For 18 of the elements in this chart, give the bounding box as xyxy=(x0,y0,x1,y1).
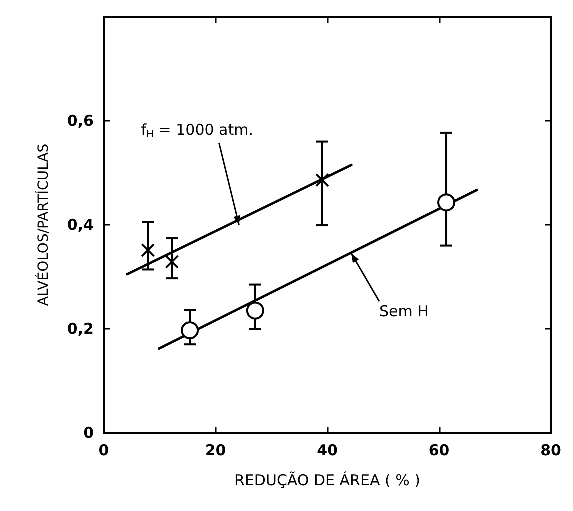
y-tick-label: 0,2 xyxy=(67,320,94,338)
x-tick-label: 60 xyxy=(428,442,450,460)
x-tick-label: 40 xyxy=(317,442,338,460)
y-tick-label: 0 xyxy=(84,424,94,442)
point xyxy=(165,254,180,269)
x-tick-label: 80 xyxy=(540,442,562,460)
point xyxy=(181,322,200,340)
x-tick-label: 20 xyxy=(205,442,226,460)
y-tick-label: 0,6 xyxy=(67,112,94,130)
x-tick-label: 0 xyxy=(98,442,110,460)
y-axis-title: ALVÉOLOS/PARTÍCULAS xyxy=(35,144,52,306)
point xyxy=(141,243,156,258)
annotation: Sem H xyxy=(380,302,429,321)
point xyxy=(315,173,330,188)
x-axis-title: REDUÇÃO DE ÁREA ( % ) xyxy=(234,472,420,490)
point xyxy=(246,302,264,320)
point xyxy=(438,194,456,212)
y-tick-label: 0,4 xyxy=(67,216,94,234)
